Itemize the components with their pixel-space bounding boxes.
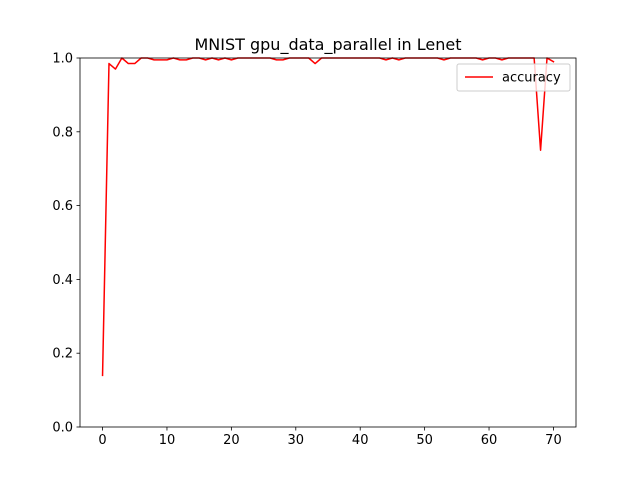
x-tick-label: 60 <box>481 433 498 448</box>
x-tick-label: 20 <box>223 433 240 448</box>
x-tick-label: 50 <box>416 433 433 448</box>
x-tick-label: 0 <box>98 433 106 448</box>
y-tick-label: 0.8 <box>52 125 73 140</box>
chart-title: MNIST gpu_data_parallel in Lenet <box>194 35 461 55</box>
x-tick-label: 40 <box>352 433 369 448</box>
y-tick-label: 0.6 <box>52 199 73 214</box>
x-tick-label: 70 <box>545 433 562 448</box>
legend-label-accuracy: accuracy <box>502 71 561 86</box>
x-tick-label: 10 <box>159 433 176 448</box>
y-tick-label: 0.4 <box>52 273 73 288</box>
series-line-accuracy <box>101 57 555 377</box>
y-tick-label: 0.0 <box>52 421 73 436</box>
axes-layer: 0 10 20 30 40 50 60 70 0.0 0.2 0.4 0.6 0.8 1.0 <box>52 52 577 448</box>
legend-frame <box>456 63 571 92</box>
y-tick-label: 1.0 <box>52 52 73 67</box>
series-layer <box>101 57 555 377</box>
x-tick-label: 30 <box>288 433 305 448</box>
y-tick-label: 0.2 <box>52 347 73 362</box>
legend: accuracy <box>456 63 571 92</box>
plot-frame <box>79 57 577 428</box>
